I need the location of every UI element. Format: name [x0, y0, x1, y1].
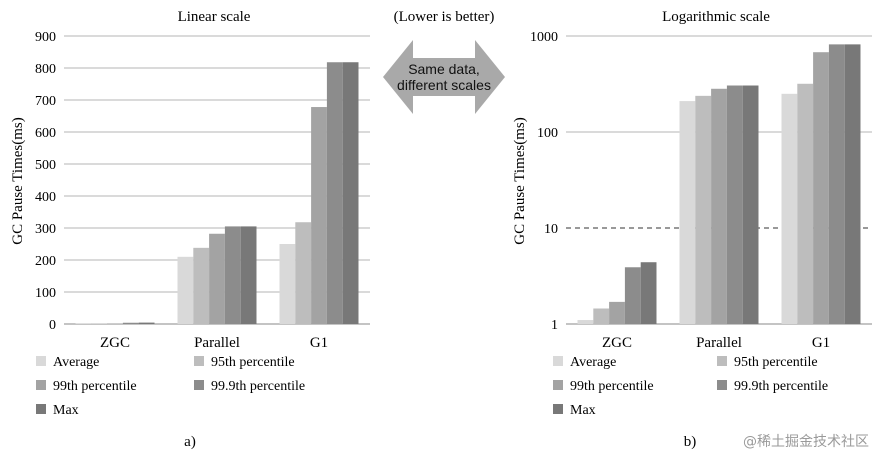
y-ticks-log: 1 10 100 1000 — [530, 30, 558, 333]
right-legend-swatch — [553, 404, 563, 414]
left-bar — [224, 226, 241, 324]
left-bar — [138, 322, 155, 324]
left-category-label: G1 — [310, 335, 328, 351]
right-legend-label: 99.9th percentile — [734, 379, 828, 394]
chart-title-linear: Linear scale — [178, 9, 251, 25]
linear-scale-chart: Linear scale GC Pause Times(ms) 0 100 200 3… — [10, 9, 370, 450]
right-legend-swatch — [717, 380, 727, 390]
left-category-label: ZGC — [100, 335, 130, 351]
left-y-tick-label: 600 — [35, 126, 56, 141]
right-bar — [640, 262, 657, 324]
right-legend-swatch — [717, 356, 727, 366]
y-ticks-linear: 0 100 200 300 400 500 600 700 800 900 — [35, 30, 56, 333]
left-y-tick-label: 900 — [35, 30, 56, 45]
x-categories-linear: ZGC Parallel G1 — [100, 335, 328, 351]
right-legend-swatch — [553, 356, 563, 366]
right-bar — [695, 95, 712, 325]
log-scale-chart: Logarithmic scale GC Pause Times(ms) 1 10… — [512, 9, 872, 450]
right-bar — [781, 93, 798, 324]
right-legend-swatch — [553, 380, 563, 390]
left-legend-swatch — [194, 356, 204, 366]
right-y-tick-label: 1000 — [530, 30, 558, 45]
left-y-tick-label: 800 — [35, 62, 56, 77]
left-bar — [209, 233, 225, 324]
arrow-text-line1: Same data, — [408, 61, 480, 77]
left-legend-label: 99.9th percentile — [211, 379, 305, 394]
left-bar — [326, 62, 343, 325]
left-bar — [177, 256, 194, 324]
left-bar — [295, 222, 312, 324]
left-bar — [122, 322, 139, 324]
lower-is-better-note: (Lower is better) — [394, 9, 495, 25]
left-legend-label: 95th percentile — [211, 355, 295, 370]
left-bar — [240, 226, 257, 324]
right-y-tick-label: 1 — [551, 318, 558, 333]
chart-title-log: Logarithmic scale — [662, 9, 770, 25]
right-y-tick-label: 10 — [544, 222, 558, 237]
right-bar — [679, 101, 696, 324]
legend-linear: Average 95th percentile 99th percentile 99.… — [36, 355, 305, 418]
left-bar — [193, 247, 210, 324]
left-bar — [107, 323, 123, 324]
left-y-tick-label: 0 — [49, 318, 56, 333]
left-legend-swatch — [36, 404, 46, 414]
left-legend-swatch — [194, 380, 204, 390]
double-arrow: Same data, different scales — [383, 40, 505, 114]
right-bar — [711, 88, 727, 324]
right-legend-label: 95th percentile — [734, 355, 818, 370]
right-category-label: Parallel — [696, 335, 742, 351]
right-bar — [828, 44, 845, 325]
left-y-tick-label: 300 — [35, 222, 56, 237]
right-category-label: G1 — [812, 335, 830, 351]
legend-log: Average 95th percentile 99th percentile 99.… — [553, 355, 828, 418]
left-legend-label: Average — [53, 355, 99, 370]
left-category-label: Parallel — [194, 335, 240, 351]
right-bar — [813, 52, 829, 324]
left-legend-swatch — [36, 356, 46, 366]
left-legend-label: 99th percentile — [53, 379, 137, 394]
double-arrow-icon — [383, 40, 505, 114]
right-bar — [624, 267, 641, 324]
right-bar — [797, 83, 814, 324]
right-category-label: ZGC — [602, 335, 632, 351]
bars-linear — [75, 62, 359, 325]
right-legend-label: Max — [570, 403, 596, 418]
left-y-tick-label: 200 — [35, 254, 56, 269]
left-bar — [311, 107, 327, 324]
left-legend-label: Max — [53, 403, 79, 418]
y-axis-label-linear: GC Pause Times(ms) — [10, 117, 26, 245]
left-y-tick-label: 500 — [35, 158, 56, 173]
left-legend-swatch — [36, 380, 46, 390]
right-bar — [742, 85, 759, 324]
left-bar — [342, 62, 359, 325]
right-legend-label: Average — [570, 355, 616, 370]
caption-b: b) — [684, 434, 697, 450]
right-legend-label: 99th percentile — [570, 379, 654, 394]
caption-a: a) — [184, 434, 196, 450]
bars-log — [577, 44, 861, 325]
left-y-tick-label: 100 — [35, 286, 56, 301]
right-y-tick-label: 100 — [537, 126, 558, 141]
left-y-tick-label: 400 — [35, 190, 56, 205]
right-bar — [726, 85, 743, 324]
right-bar — [577, 320, 594, 324]
right-bar — [844, 44, 861, 325]
watermark: @稀土掘金技术社区 — [743, 434, 869, 450]
left-bar — [279, 244, 296, 324]
arrow-text-line2: different scales — [397, 77, 491, 93]
left-y-tick-label: 700 — [35, 94, 56, 109]
right-bar — [609, 301, 625, 324]
right-bar — [593, 308, 610, 324]
y-axis-label-log: GC Pause Times(ms) — [512, 117, 528, 245]
x-categories-log: ZGC Parallel G1 — [602, 335, 830, 351]
